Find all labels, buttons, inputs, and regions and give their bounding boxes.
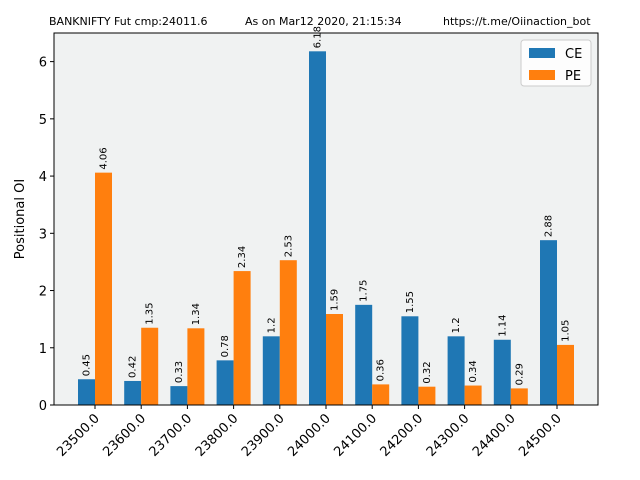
data-label-ce-24000.0: 6.18 (313, 26, 324, 48)
data-label-pe-24300.0: 0.34 (468, 360, 479, 382)
data-label-pe-24400.0: 0.29 (514, 363, 525, 385)
bar-ce-23600.0 (124, 380, 142, 405)
legend-label-ce: CE (565, 47, 582, 62)
data-label-ce-23900.0: 1.2 (266, 317, 277, 333)
bar-pe-23900.0 (279, 260, 297, 405)
bar-ce-23900.0 (262, 336, 280, 405)
x-tick-label: 23700.0 (147, 411, 196, 460)
bar-pe-24200.0 (418, 386, 436, 405)
bar-pe-23700.0 (187, 328, 205, 405)
bar-pe-23500.0 (95, 172, 112, 405)
bar-ce-24000.0 (309, 51, 326, 406)
data-label-ce-23600.0: 0.42 (128, 356, 139, 378)
legend: CE PE (520, 39, 592, 87)
x-tick-label: 24300.0 (424, 411, 473, 460)
bar-ce-23500.0 (78, 379, 95, 405)
y-tick-label: 4 (39, 170, 47, 185)
data-label-ce-24400.0: 1.14 (497, 314, 508, 336)
bar-ce-24400.0 (493, 339, 511, 405)
data-label-pe-24000.0: 1.59 (330, 289, 341, 311)
x-tick-label: 23600.0 (100, 411, 149, 460)
data-label-pe-23700.0: 1.34 (191, 303, 202, 325)
y-tick-label: 6 (39, 56, 47, 71)
data-label-ce-24300.0: 1.2 (451, 317, 462, 333)
bar-pe-24400.0 (510, 388, 528, 405)
y-tick-label: 1 (39, 342, 47, 357)
bar-pe-24500.0 (557, 344, 574, 405)
bar-ce-24300.0 (447, 336, 465, 405)
data-label-ce-23500.0: 0.45 (82, 354, 93, 376)
legend-swatch-pe (529, 70, 555, 80)
header-center: As on Mar12 2020, 21:15:34 (245, 15, 402, 28)
data-label-ce-23800.0: 0.78 (220, 335, 231, 357)
header-right: https://t.me/Oiinaction_bot (443, 15, 591, 28)
header-left: BANKNIFTY Fut cmp:24011.6 (49, 15, 208, 28)
y-tick-label: 5 (39, 113, 47, 128)
x-tick-label: 24000.0 (285, 411, 334, 460)
bar-pe-24300.0 (464, 385, 482, 405)
data-label-pe-23500.0: 4.06 (99, 147, 110, 169)
data-label-pe-24500.0: 1.05 (561, 320, 572, 342)
data-label-ce-24200.0: 1.55 (405, 291, 416, 313)
data-label-ce-24500.0: 2.88 (544, 215, 555, 237)
y-tick-label: 3 (39, 227, 47, 242)
data-label-pe-23600.0: 1.35 (145, 302, 156, 324)
y-tick-label: 0 (39, 399, 47, 414)
bar-pe-23600.0 (141, 327, 159, 405)
data-label-ce-23700.0: 0.33 (174, 361, 185, 383)
data-label-pe-23900.0: 2.53 (283, 235, 294, 257)
bar-ce-23700.0 (170, 386, 188, 405)
bar-ce-24500.0 (540, 240, 557, 405)
x-tick-label: 24400.0 (470, 411, 519, 460)
x-tick-label: 24100.0 (331, 411, 380, 460)
data-label-pe-23800.0: 2.34 (237, 246, 248, 268)
y-tick-label: 2 (39, 285, 47, 300)
bar-ce-24100.0 (355, 304, 373, 405)
bar-pe-24100.0 (372, 384, 390, 405)
x-tick-label: 24200.0 (378, 411, 427, 460)
legend-label-pe: PE (565, 69, 581, 84)
bar-pe-24000.0 (326, 314, 343, 405)
legend-swatch-ce (529, 48, 555, 58)
bar-ce-23800.0 (216, 360, 234, 405)
x-tick-label: 23900.0 (239, 411, 288, 460)
x-tick-label: 23800.0 (193, 411, 242, 460)
bar-ce-24200.0 (401, 316, 419, 405)
data-label-pe-24100.0: 0.36 (376, 359, 387, 381)
y-axis-label: Positional OI (13, 179, 28, 259)
x-tick-label: 23500.0 (54, 411, 103, 460)
x-tick-label: 24500.0 (516, 411, 565, 460)
data-label-ce-24100.0: 1.75 (359, 280, 370, 302)
data-label-pe-24200.0: 0.32 (422, 361, 433, 383)
bar-pe-23800.0 (233, 271, 251, 405)
